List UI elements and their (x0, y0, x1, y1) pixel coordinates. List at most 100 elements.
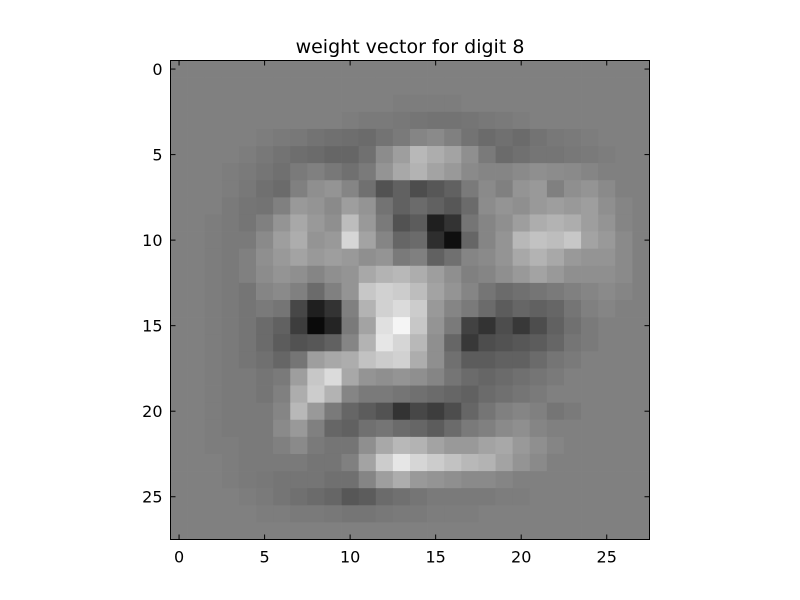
heatmap-cell (341, 317, 360, 335)
heatmap-cell (204, 94, 223, 113)
heatmap-cell (546, 77, 565, 96)
heatmap-cell (495, 505, 513, 523)
heatmap-cell (187, 163, 206, 181)
heatmap-cell (495, 368, 513, 386)
heatmap-cell (478, 146, 496, 164)
heatmap-cell (461, 317, 479, 335)
heatmap-cell (581, 300, 599, 318)
heatmap-cell (238, 300, 257, 318)
heatmap-cell (170, 471, 188, 489)
heatmap-cell (546, 385, 565, 403)
heatmap-cell (221, 94, 240, 113)
heatmap-cell (512, 163, 531, 181)
heatmap-cell (410, 334, 428, 352)
heatmap-cell (546, 368, 565, 386)
heatmap-cell (478, 505, 496, 523)
heatmap-cell (546, 282, 565, 301)
heatmap-cell (563, 351, 582, 369)
heatmap-cell (221, 436, 240, 455)
heatmap-cell (410, 351, 428, 369)
heatmap-cell (290, 214, 308, 232)
heatmap-cell (410, 265, 428, 284)
heatmap-cell (204, 180, 223, 198)
heatmap-cell (495, 60, 513, 78)
heatmap-cell (512, 111, 531, 130)
heatmap-cell (204, 77, 223, 96)
heatmap-cell (512, 385, 531, 403)
heatmap-cell (529, 146, 548, 164)
heatmap-cell (273, 453, 291, 472)
heatmap-cell (632, 111, 650, 130)
heatmap-cell (461, 94, 479, 113)
heatmap-cell (341, 436, 360, 455)
heatmap-cell (392, 522, 411, 540)
heatmap-cell (221, 60, 240, 78)
heatmap-cell (410, 197, 428, 215)
heatmap-cell (563, 368, 582, 386)
heatmap-cell (461, 197, 479, 215)
heatmap-cell (615, 231, 633, 250)
heatmap-cell (632, 402, 650, 421)
heatmap-cell (358, 471, 377, 489)
heatmap-cell (221, 214, 240, 232)
heatmap-cell (598, 419, 616, 438)
heatmap-cell (358, 282, 377, 301)
heatmap-cell (478, 128, 496, 147)
heatmap-cell (324, 214, 342, 232)
heatmap-cell (273, 385, 291, 403)
heatmap-cell (341, 282, 360, 301)
heatmap-cell (324, 300, 342, 318)
heatmap-cell (478, 248, 496, 267)
heatmap-cell (273, 163, 291, 181)
heatmap-cell (341, 231, 360, 250)
heatmap-cell (512, 265, 531, 284)
heatmap-cell (273, 94, 291, 113)
heatmap-cell (598, 488, 616, 506)
heatmap-cell (307, 231, 325, 250)
heatmap-cell (581, 146, 599, 164)
heatmap-cell (358, 77, 377, 96)
heatmap-cell (256, 180, 274, 198)
heatmap-cell (358, 453, 377, 472)
heatmap-cell (495, 248, 513, 267)
heatmap-cell (512, 419, 531, 438)
heatmap-cell (495, 77, 513, 96)
heatmap-cell (273, 231, 291, 250)
heatmap-cell (256, 163, 274, 181)
heatmap-cell (461, 163, 479, 181)
heatmap-cell (478, 282, 496, 301)
heatmap-cell (495, 522, 513, 540)
heatmap-cell (410, 402, 428, 421)
y-tick-label: 0 (152, 60, 162, 79)
heatmap-cell (410, 214, 428, 232)
heatmap-cell (170, 282, 188, 301)
heatmap-cell (495, 128, 513, 147)
heatmap-cell (273, 436, 291, 455)
heatmap-cell (375, 282, 394, 301)
heatmap-cell (512, 248, 531, 267)
heatmap-cell (238, 488, 257, 506)
heatmap-cell (358, 111, 377, 130)
heatmap-cell (478, 180, 496, 198)
heatmap-cell (204, 385, 223, 403)
heatmap-cell (546, 94, 565, 113)
heatmap-cell (529, 436, 548, 455)
heatmap-cell (170, 334, 188, 352)
heatmap-cell (290, 60, 308, 78)
heatmap-cell (341, 368, 360, 386)
heatmap-cell (256, 248, 274, 267)
heatmap-cell (581, 180, 599, 198)
heatmap-cell (529, 488, 548, 506)
heatmap-cell (221, 111, 240, 130)
y-tick-label: 20 (142, 402, 162, 421)
heatmap-cell (410, 300, 428, 318)
heatmap-cell (358, 317, 377, 335)
heatmap-cell (358, 522, 377, 540)
heatmap-cell (392, 180, 411, 198)
heatmap-cell (273, 282, 291, 301)
heatmap-cell (581, 111, 599, 130)
heatmap-cell (444, 248, 462, 267)
heatmap-cell (410, 488, 428, 506)
heatmap-cell (392, 436, 411, 455)
heatmap-cell (341, 163, 360, 181)
